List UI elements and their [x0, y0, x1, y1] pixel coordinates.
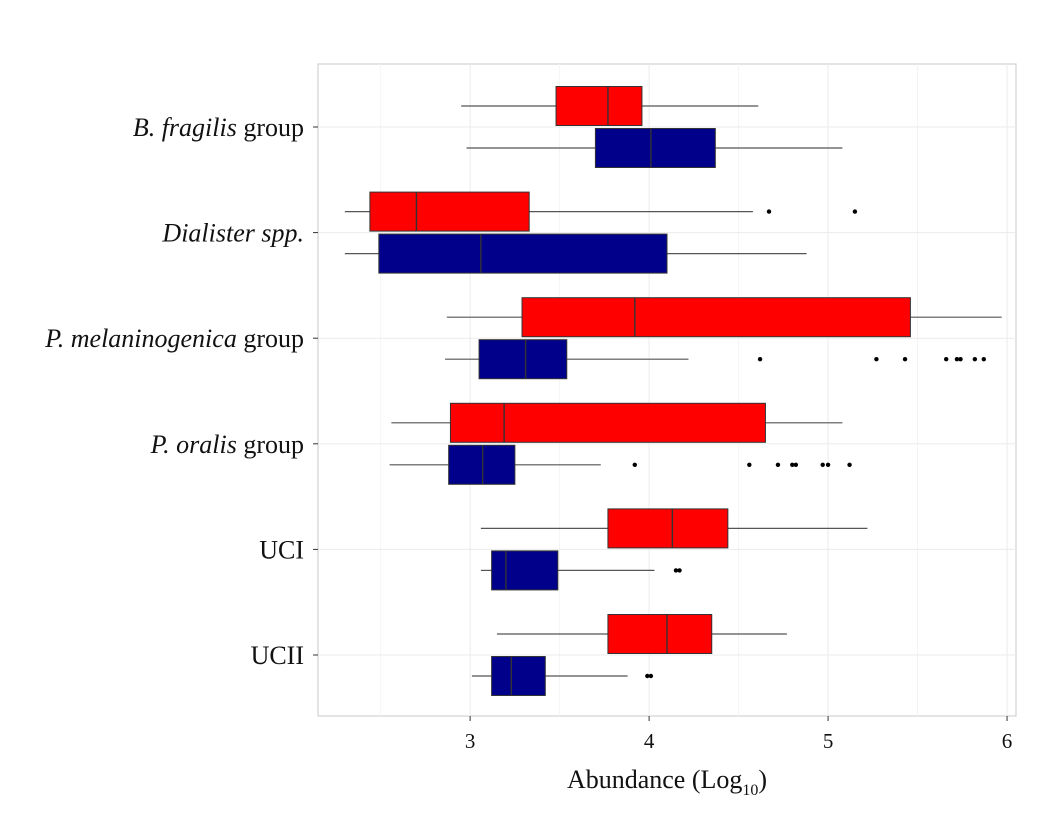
iqr-box: [491, 656, 546, 696]
y-tick-label: B. fragilis group: [133, 113, 304, 142]
y-tick-label-part: UCI: [259, 535, 304, 564]
x-axis-title-close: ): [758, 765, 767, 794]
iqr-box: [491, 550, 559, 591]
boxplot-red-5: [496, 614, 787, 654]
outlier-point: [981, 357, 986, 362]
outlier-point: [847, 462, 852, 467]
x-axis-title-main: Abundance (Log: [567, 765, 742, 794]
y-tick-label: UCII: [251, 641, 304, 670]
x-axis-title-subscript: 10: [742, 782, 758, 799]
boxplot-blue-1: [344, 233, 807, 274]
y-tick-label-part: group: [237, 113, 304, 142]
y-tick-label: UCI: [259, 535, 304, 564]
x-tick-label: 6: [1002, 729, 1013, 753]
y-tick-label-part: group: [237, 324, 304, 353]
y-axis: B. fragilis group Dialister spp. P. melani…: [44, 113, 318, 670]
x-axis-title: Abundance (Log10): [567, 765, 767, 799]
boxplot-red-4: [480, 508, 868, 549]
outlier-point: [902, 357, 908, 362]
outlier-point: [673, 568, 679, 573]
outlier-point: [874, 357, 879, 362]
iqr-box: [448, 444, 516, 485]
boxplot-blue-2: [445, 339, 986, 380]
box-series: [344, 86, 1002, 696]
boxplot-blue-4: [480, 550, 682, 591]
y-tick-label-part: P. melaninogenica: [44, 324, 237, 353]
outlier-point: [775, 462, 781, 467]
boxplot-blue-3: [389, 444, 852, 485]
y-tick-label-part: B. fragilis: [133, 113, 237, 142]
outlier-point: [648, 673, 654, 679]
iqr-box: [555, 86, 643, 126]
x-axis: 3 4 5 6: [465, 716, 1012, 753]
iqr-box: [478, 339, 568, 380]
x-tick-label: 4: [644, 729, 655, 753]
outlier-point: [790, 462, 795, 467]
outlier-point: [944, 357, 949, 362]
outlier-point: [972, 357, 978, 362]
y-tick-label: Dialister spp.: [161, 219, 304, 248]
outlier-point: [825, 462, 831, 467]
outlier-point: [632, 462, 637, 467]
boxplot-red-0: [461, 86, 759, 126]
outlier-point: [793, 462, 799, 467]
y-tick-label: P. oralis group: [150, 430, 304, 459]
y-tick-label-part: Dialister spp.: [161, 219, 304, 248]
outlier-point: [757, 357, 763, 362]
outlier-point: [747, 462, 752, 467]
iqr-box: [594, 128, 716, 168]
outlier-point: [766, 209, 772, 214]
y-tick-label: P. melaninogenica group: [44, 324, 304, 353]
outlier-point: [645, 673, 650, 679]
outlier-point: [852, 209, 858, 214]
iqr-box: [378, 233, 668, 274]
outlier-point: [958, 357, 963, 362]
y-tick-label-part: group: [237, 430, 304, 459]
outlier-point: [677, 568, 682, 573]
boxplot-red-3: [391, 402, 843, 443]
x-tick-label: 3: [465, 729, 476, 753]
y-tick-label-part: UCII: [251, 641, 304, 670]
y-tick-label-part: P. oralis: [150, 430, 237, 459]
grid-lines: [318, 64, 1016, 716]
iqr-box: [369, 191, 530, 232]
x-tick-label: 5: [823, 729, 834, 753]
boxplot-red-1: [344, 191, 858, 232]
boxplot-blue-5: [471, 656, 654, 696]
plot-panel: [317, 63, 1017, 717]
iqr-box: [607, 614, 713, 654]
iqr-box: [449, 402, 766, 443]
outlier-point: [820, 462, 825, 467]
boxplot-blue-0: [466, 128, 843, 168]
iqr-box: [607, 508, 729, 549]
iqr-box: [521, 297, 911, 338]
boxplot-red-2: [446, 297, 1002, 338]
outlier-point: [954, 357, 960, 362]
